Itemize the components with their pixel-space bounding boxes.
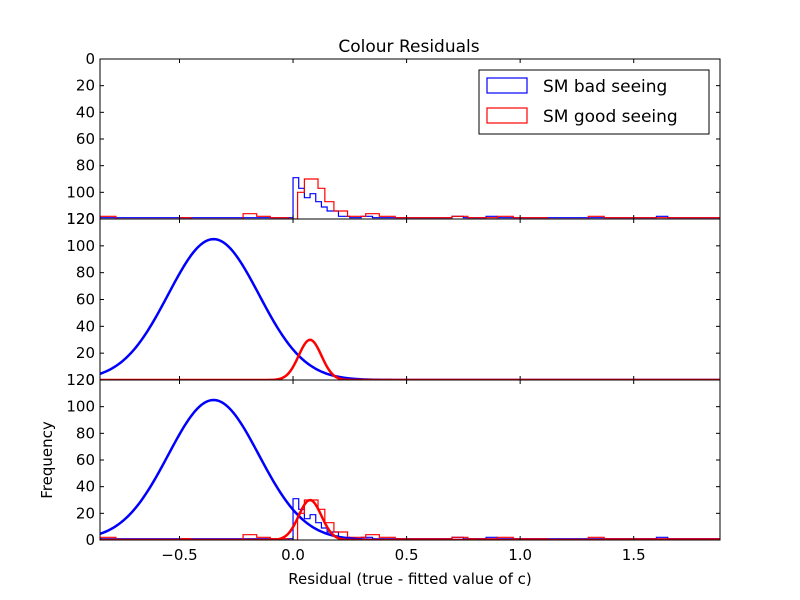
panel-histograms: 120 100 80 60 40 20 0	[66, 50, 721, 228]
fit-curve-good-seeing	[100, 498, 720, 540]
y-tick-label: 0	[85, 531, 95, 549]
y-tick-label: 60	[76, 451, 95, 469]
panels: 1201008060402000204060801001200204060801…	[66, 50, 721, 564]
y-tick-label: 120	[66, 210, 95, 228]
x-tick-label: 0.0	[281, 546, 305, 564]
plot-area-histograms	[100, 177, 720, 219]
histogram-good-seeing	[100, 499, 720, 540]
y-tick-label: 40	[76, 103, 95, 121]
y-tick-label: 20	[76, 77, 95, 95]
y-tick-label: 100	[66, 398, 95, 416]
legend-swatch-bad	[486, 77, 528, 94]
plot-area-fits	[100, 237, 720, 380]
x-tick-label: −0.5	[161, 546, 197, 564]
x-tick-label: 0.5	[395, 546, 419, 564]
y-tick-label: 40	[76, 317, 95, 335]
x-tick-label: 1.0	[508, 546, 532, 564]
legend-label-bad: SM bad seeing	[543, 77, 667, 97]
fit-curve-good-seeing	[100, 338, 720, 380]
fit-curve-bad-seeing	[100, 398, 720, 540]
y-tick-label: 100	[66, 237, 95, 255]
y-tick-label: 120	[66, 210, 95, 228]
legend: SM bad seeing SM good seeing	[478, 69, 710, 135]
axes-frame-fits	[99, 218, 721, 381]
y-tick-label: 80	[76, 424, 95, 442]
y-tick-label: 0	[85, 371, 95, 389]
chart-title: Colour Residuals	[338, 37, 479, 57]
y-tick-label: 80	[76, 264, 95, 282]
fit-curve-bad-seeing	[100, 237, 720, 380]
histogram-bad-seeing	[100, 498, 720, 540]
y-tick-label: 40	[76, 478, 95, 496]
x-tick-label: 1.5	[622, 546, 646, 564]
plot-area-combined	[100, 398, 720, 540]
legend-label-good: SM good seeing	[543, 107, 678, 127]
axes-frame-combined	[99, 379, 721, 541]
y-tick-label: 20	[76, 504, 95, 522]
y-tick-label: 60	[76, 130, 95, 148]
histogram-bad-seeing	[100, 177, 720, 219]
x-axis-label: Residual (true - fitted value of c)	[288, 570, 532, 588]
panel-combined: 0 20 40 60 80 100 120 −0.5 0.0 0.5 1.0 1.5	[66, 371, 721, 564]
panel-fits: 0 20 40 60 80 100 120	[66, 210, 721, 389]
y-tick-label: 100	[66, 183, 95, 201]
y-tick-label: 20	[76, 344, 95, 362]
y-tick-label: 60	[76, 291, 95, 309]
y-tick-label: 0	[85, 50, 95, 68]
histogram-good-seeing	[100, 178, 720, 219]
y-tick-label: 120	[66, 371, 95, 389]
y-tick-label: 80	[76, 157, 95, 175]
y-axis-label: Frequency	[38, 421, 56, 499]
legend-swatch-good	[486, 107, 528, 124]
